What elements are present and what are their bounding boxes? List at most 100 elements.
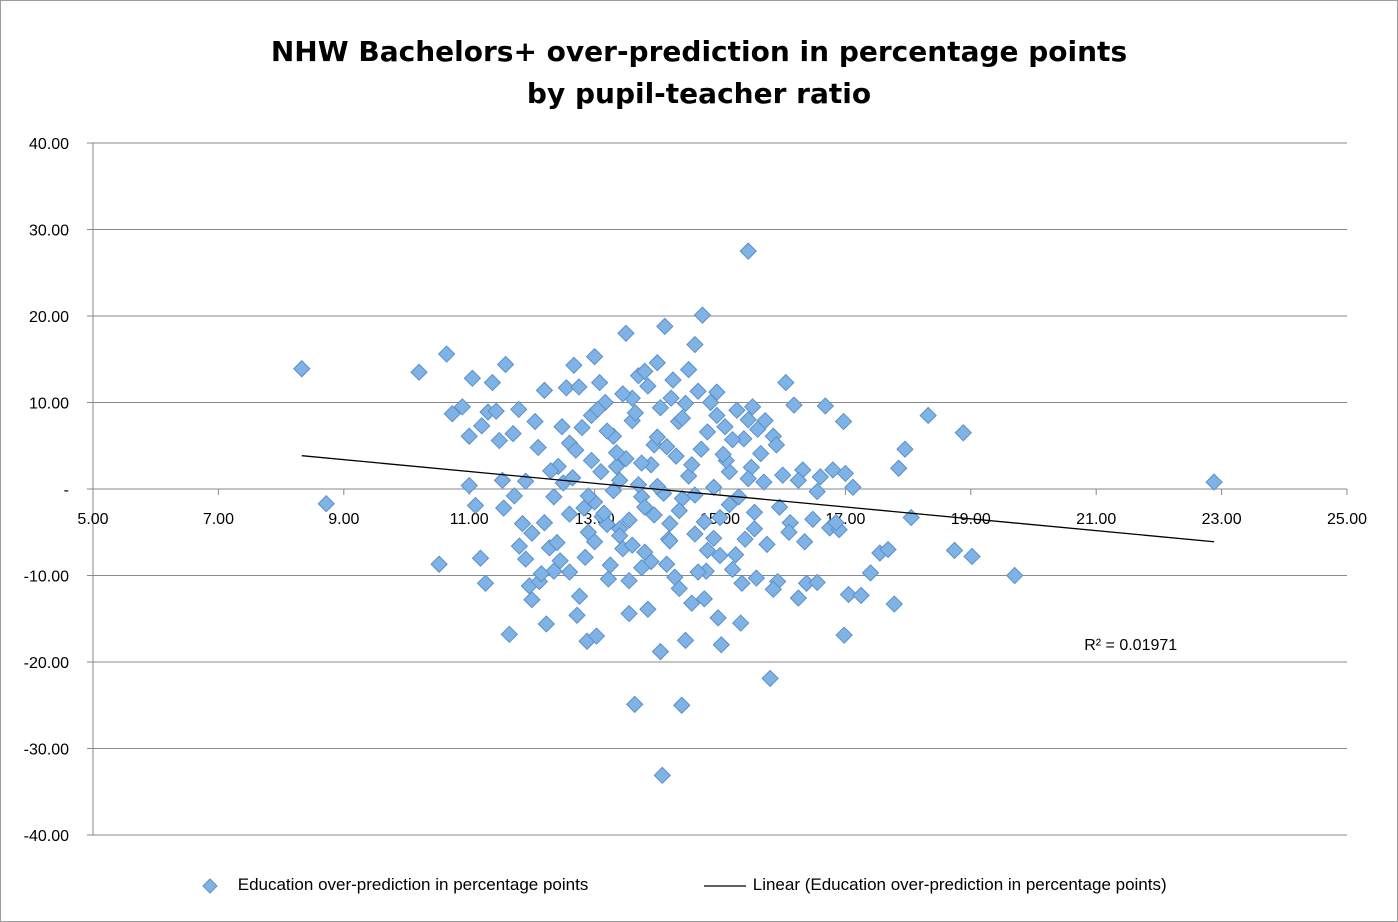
data-point: [505, 487, 524, 505]
x-tick-label: 25.00: [1327, 511, 1367, 528]
data-point: [748, 420, 767, 439]
data-point: [453, 398, 472, 416]
data-point: [565, 356, 583, 375]
data-point: [726, 546, 745, 564]
y-tick-label: -30.00: [24, 742, 69, 759]
data-point: [745, 503, 764, 522]
data-point: [731, 614, 750, 632]
data-point: [585, 347, 604, 366]
data-point: [548, 533, 566, 552]
data-point: [770, 498, 789, 516]
data-point: [523, 591, 541, 609]
data-point: [728, 401, 746, 419]
data-point: [804, 510, 822, 528]
data-point: [653, 766, 672, 785]
chart-title-line-2: by pupil-teacher ratio: [526, 77, 872, 110]
data-point: [545, 488, 563, 506]
scatter-points: [293, 242, 1223, 785]
data-point: [648, 354, 667, 372]
y-tick-label: -: [64, 482, 69, 499]
data-point: [595, 504, 613, 522]
data-point: [592, 462, 610, 481]
data-point: [607, 457, 626, 476]
data-point: [692, 440, 710, 458]
data-point: [585, 533, 604, 551]
y-axis: 40.00 30.00 20.00 10.00 - -10.00 -20.00 -30.00 -…: [24, 136, 94, 845]
data-point: [570, 587, 589, 605]
data-point: [651, 642, 670, 661]
data-point: [535, 514, 554, 532]
data-point: [676, 394, 695, 413]
data-point: [708, 406, 726, 425]
data-point: [656, 317, 674, 336]
data-point: [747, 569, 766, 587]
data-point: [466, 496, 485, 515]
data-point: [835, 626, 853, 644]
y-tick-label: 40.00: [29, 136, 69, 153]
plot-area: 40.00 30.00 20.00 10.00 - -10.00 -20.00 -30.00 -…: [24, 136, 1367, 845]
y-tick-label: 30.00: [29, 223, 69, 240]
data-point: [590, 373, 609, 392]
data-point: [733, 574, 751, 592]
legend-item-linear: Linear (Education over-prediction in per…: [704, 875, 1167, 895]
data-point: [293, 360, 311, 378]
data-point: [526, 412, 544, 431]
y-tick-label: -40.00: [24, 828, 69, 845]
data-point: [610, 527, 629, 545]
data-point: [443, 405, 461, 423]
data-point: [686, 525, 704, 543]
data-point: [689, 382, 707, 400]
trend-line: [301, 455, 1215, 543]
data-point: [1005, 566, 1024, 585]
data-point: [645, 506, 663, 524]
data-point: [460, 427, 478, 445]
data-point: [494, 499, 513, 517]
chart-title: NHW Bachelors+ over-prediction in percen…: [1, 31, 1397, 115]
data-point: [496, 355, 515, 374]
data-point: [430, 555, 448, 573]
chart-title-line-1: NHW Bachelors+ over-prediction in percen…: [270, 35, 1128, 68]
r-squared-label: R² = 0.01971: [1084, 637, 1177, 654]
data-point: [670, 501, 688, 520]
data-point: [889, 459, 908, 477]
data-point: [636, 543, 654, 561]
data-point: [679, 360, 698, 379]
data-point: [758, 535, 776, 554]
data-point: [516, 550, 535, 568]
data-point: [879, 540, 897, 559]
legend-diamond-icon: [202, 877, 218, 894]
data-point: [739, 242, 757, 260]
data-point: [739, 469, 757, 488]
data-point: [567, 441, 585, 459]
data-point: [573, 418, 591, 437]
data-point: [795, 533, 814, 551]
data-point: [839, 585, 858, 604]
data-point: [739, 411, 757, 429]
data-point: [712, 635, 730, 654]
grid-lines: [93, 142, 1347, 836]
data-point: [896, 440, 914, 458]
data-point: [673, 409, 692, 427]
data-point: [673, 696, 691, 714]
data-point: [698, 423, 717, 441]
data-point: [648, 477, 667, 496]
data-point: [711, 546, 729, 565]
data-point: [617, 324, 635, 343]
data-point: [836, 464, 855, 483]
legend-item-scatter: Education over-prediction in percentage …: [201, 875, 588, 895]
data-point: [767, 436, 786, 454]
y-tick-label: -10.00: [24, 569, 69, 586]
data-point: [589, 400, 607, 419]
x-tick-label: 7.00: [203, 511, 234, 528]
data-point: [587, 627, 606, 645]
data-point: [902, 508, 920, 527]
data-point: [648, 428, 667, 446]
data-point: [662, 389, 680, 407]
data-point: [689, 563, 707, 581]
data-point: [626, 404, 645, 422]
x-tick-label: 19.00: [951, 511, 991, 528]
data-point: [773, 466, 792, 484]
data-point: [599, 570, 618, 588]
data-point: [657, 555, 676, 573]
data-point: [620, 571, 638, 590]
